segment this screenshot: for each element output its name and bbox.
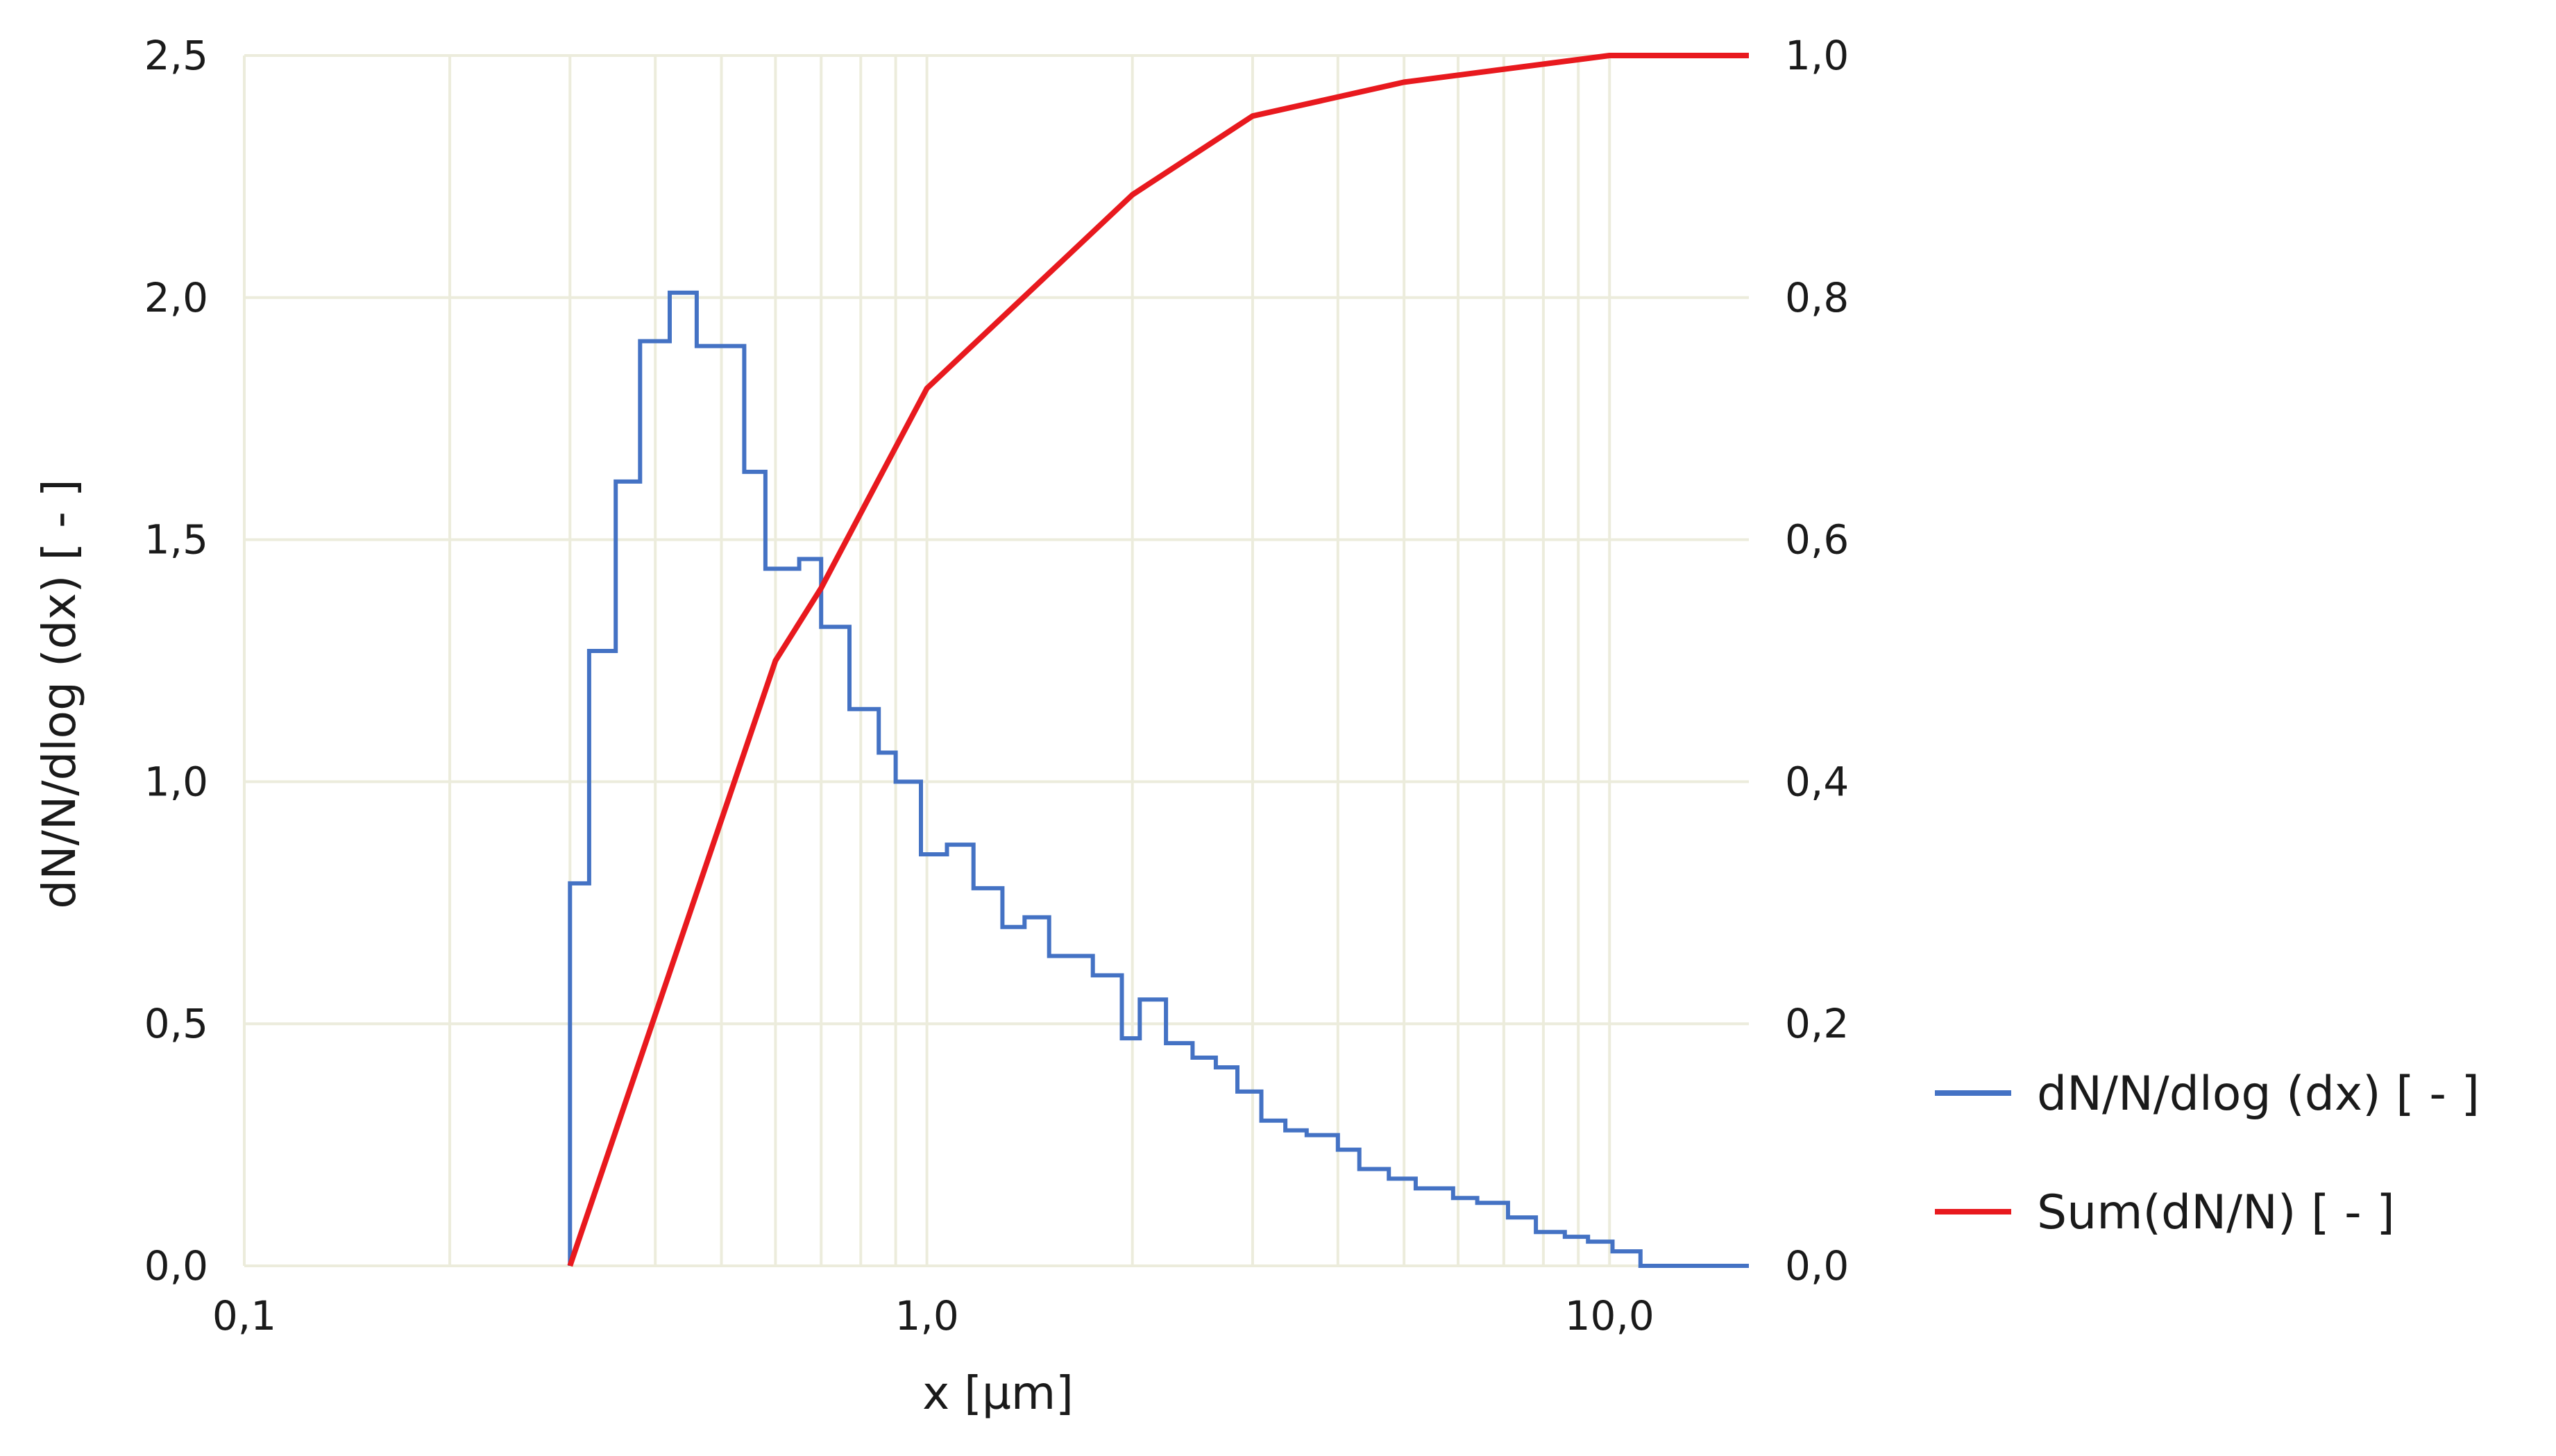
y-right-tick-label: 0,8 (1785, 274, 1849, 321)
x-tick-label: 10,0 (1565, 1292, 1654, 1339)
series-line-distribution (568, 290, 1749, 1268)
y-left-tick-label: 2,0 (144, 274, 208, 321)
y-left-tick-label: 1,5 (144, 516, 208, 564)
cumulative-point (1403, 81, 1405, 83)
cumulative-point (1748, 55, 1750, 56)
cumulative-point (569, 1265, 570, 1267)
cumulative-point (1252, 115, 1253, 117)
series-line-cumulative (567, 53, 1749, 1267)
y-right-tick-label: 1,0 (1785, 32, 1849, 79)
gridlines (243, 54, 1749, 1267)
cumulative-point (1609, 55, 1610, 56)
y-right-tick-label: 0,6 (1785, 516, 1849, 564)
cumulative-point (775, 660, 776, 661)
cumulative-point (878, 478, 879, 480)
y-right-tick-label: 0,4 (1785, 758, 1849, 805)
legend: dN/N/dlog (dx) [ - ] Sum(dN/N) [ - ] (1935, 1067, 2480, 1240)
y-right-tick-label: 0,2 (1785, 1000, 1849, 1047)
y-left-tick-label: 0,0 (144, 1242, 208, 1289)
tick-labels: 0,1 1,0 10,0 0,0 0,5 1,0 1,5 2,0 2,5 0,0 0,2 0,4 0,6… (144, 32, 1850, 1339)
x-tick-label: 1,0 (895, 1292, 958, 1339)
cumulative-point (820, 587, 822, 589)
legend-label-distribution: dN/N/dlog (dx) [ - ] (2037, 1067, 2480, 1121)
cumulative-point (926, 388, 928, 389)
x-tick-label: 0,1 (212, 1292, 276, 1339)
y-left-tick-label: 0,5 (144, 1000, 208, 1047)
cumulative-point (1132, 194, 1133, 196)
y-right-tick-label: 0,0 (1785, 1242, 1849, 1289)
x-axis-title: x [µm] (922, 1366, 1074, 1420)
series-layer (567, 53, 1750, 1268)
legend-label-cumulative: Sum(dN/N) [ - ] (2037, 1185, 2395, 1240)
y-left-tick-label: 1,0 (144, 758, 208, 805)
y-axis-title-left: dN/N/dlog (dx) [ - ] (33, 479, 86, 908)
y-left-tick-label: 2,5 (144, 32, 208, 79)
